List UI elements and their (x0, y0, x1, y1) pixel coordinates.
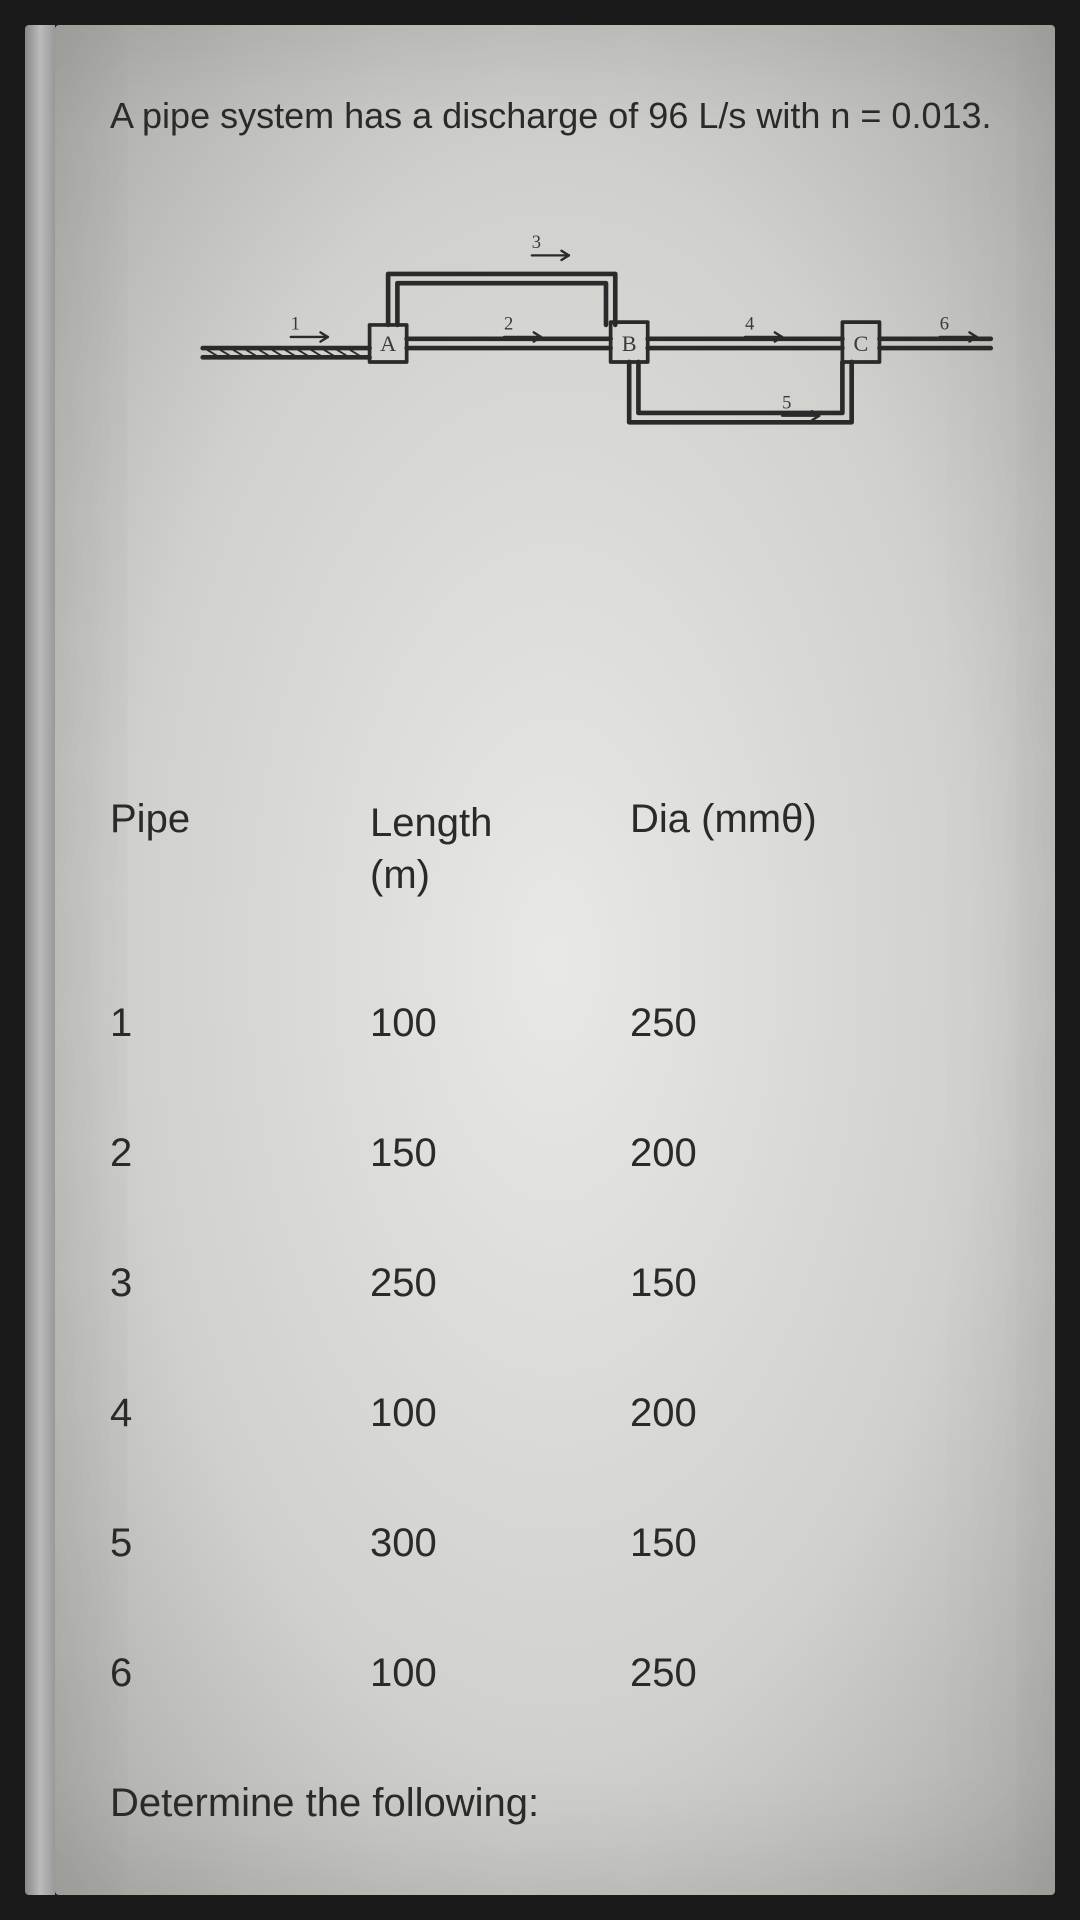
question-statement: A pipe system has a discharge of 96 L/s … (110, 95, 1000, 137)
cell-pipe: 6 (110, 1651, 370, 1696)
table-header-row: Pipe Length(m) Dia (mmθ) (110, 797, 1000, 901)
table-row: 3 250 150 (110, 1261, 1000, 1306)
svg-text:4: 4 (745, 314, 754, 335)
cell-pipe: 2 (110, 1131, 370, 1176)
cell-length: 100 (370, 1001, 630, 1046)
cell-dia: 150 (630, 1521, 930, 1566)
svg-text:5: 5 (782, 392, 791, 413)
table-row: 2 150 200 (110, 1131, 1000, 1176)
cell-dia: 150 (630, 1261, 930, 1306)
cell-length: 100 (370, 1651, 630, 1696)
svg-text:3: 3 (532, 232, 541, 253)
cell-length: 300 (370, 1521, 630, 1566)
pipe-table: Pipe Length(m) Dia (mmθ) 1 100 250 2 150… (110, 797, 1000, 1696)
cell-pipe: 1 (110, 1001, 370, 1046)
cell-dia: 200 (630, 1391, 930, 1436)
cell-dia: 200 (630, 1131, 930, 1176)
page-binding-edge (25, 25, 55, 1895)
cell-pipe: 5 (110, 1521, 370, 1566)
cell-dia: 250 (630, 1651, 930, 1696)
cell-length: 100 (370, 1391, 630, 1436)
svg-text:C: C (854, 331, 869, 356)
determine-text: Determine the following: (110, 1781, 1000, 1826)
cell-length: 250 (370, 1261, 630, 1306)
svg-text:A: A (380, 331, 396, 356)
page-content: A pipe system has a discharge of 96 L/s … (55, 25, 1055, 1895)
table-row: 4 100 200 (110, 1391, 1000, 1436)
cell-pipe: 4 (110, 1391, 370, 1436)
header-pipe: Pipe (110, 797, 370, 842)
pipe-diagram: A B C 1 2 3 4 5 6 (110, 187, 1000, 537)
table-row: 6 100 250 (110, 1651, 1000, 1696)
header-dia: Dia (mmθ) (630, 797, 930, 842)
table-row: 5 300 150 (110, 1521, 1000, 1566)
svg-text:B: B (622, 331, 637, 356)
svg-text:1: 1 (291, 314, 300, 335)
cell-dia: 250 (630, 1001, 930, 1046)
header-length-text: Length(m) (370, 801, 492, 897)
cell-pipe: 3 (110, 1261, 370, 1306)
cell-length: 150 (370, 1131, 630, 1176)
header-length: Length(m) (370, 797, 630, 901)
svg-text:6: 6 (940, 314, 949, 335)
svg-text:2: 2 (504, 314, 513, 335)
table-row: 1 100 250 (110, 1001, 1000, 1046)
